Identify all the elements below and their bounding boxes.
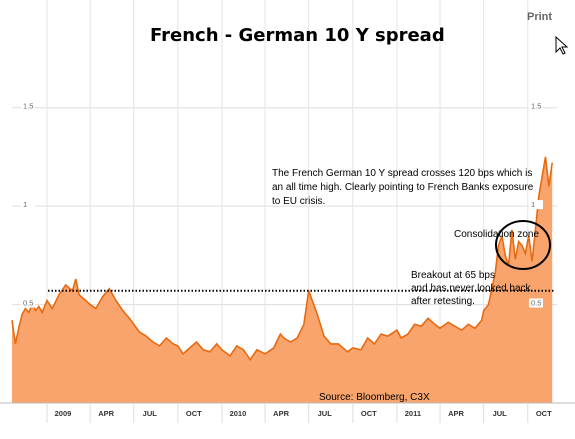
x-tick-label: OCT bbox=[186, 409, 202, 418]
y-tick-label: 0.5 bbox=[23, 299, 33, 308]
x-tick-label: 2009 bbox=[55, 409, 72, 418]
breakout-label-2: and has never looked back bbox=[411, 283, 532, 294]
y-axis-right: 1.5 1 0.5 bbox=[529, 101, 543, 308]
breakout-label-1: Breakout at 65 bps bbox=[411, 270, 495, 281]
y-tick-label-bg bbox=[529, 101, 543, 111]
y-tick-label-bg bbox=[21, 200, 35, 210]
breakout-label-3: after retesting. bbox=[411, 296, 475, 307]
x-tick-label: OCT bbox=[361, 409, 377, 418]
pointer-cursor-icon bbox=[555, 35, 569, 55]
y-axis-left: 1.5 1 0.5 bbox=[21, 101, 35, 308]
y-tick-label: 1 bbox=[531, 200, 535, 209]
x-tick-label: JUL bbox=[318, 409, 333, 418]
y-tick-label: 1.5 bbox=[531, 102, 541, 111]
chart-title: French - German 10 Y spread bbox=[150, 25, 445, 46]
spread-line bbox=[11, 156, 553, 362]
x-tick-label: APR bbox=[448, 409, 464, 418]
annotation-line-3: to EU crisis. bbox=[272, 196, 325, 207]
x-tick-label: APR bbox=[273, 409, 289, 418]
x-tick-label: JUL bbox=[493, 409, 508, 418]
y-tick-label-bg bbox=[21, 298, 35, 308]
y-tick-label-bg bbox=[529, 200, 543, 210]
consolidation-label: Consolidation zone bbox=[454, 229, 539, 240]
consolidation-zone-circle bbox=[495, 220, 551, 270]
annotation-line-1: The French German 10 Y spread crosses 12… bbox=[272, 168, 532, 179]
annotation-line-2: an all time high. Clearly pointing to Fr… bbox=[272, 182, 534, 193]
x-tick-label: 2011 bbox=[405, 409, 421, 418]
y-tick-label: 1.5 bbox=[23, 102, 33, 111]
spread-area bbox=[12, 156, 553, 403]
x-axis-band bbox=[0, 403, 575, 439]
y-tick-label-bg bbox=[21, 101, 35, 111]
x-tick-label: APR bbox=[98, 409, 114, 418]
print-button[interactable]: Print bbox=[527, 11, 552, 23]
x-tick-label: JUL bbox=[143, 409, 158, 418]
y-tick-label: 0.5 bbox=[531, 299, 541, 308]
y-tick-label: 1 bbox=[23, 200, 27, 209]
source-label: Source: Bloomberg, C3X bbox=[319, 392, 430, 403]
y-tick-label-bg bbox=[529, 298, 543, 308]
x-tick-label: 2010 bbox=[230, 409, 247, 418]
x-tick-label: OCT bbox=[536, 409, 552, 418]
x-axis: 2009 APR JUL OCT 2010 APR JUL OCT 2011 APR JUL OCT bbox=[0, 402, 575, 439]
